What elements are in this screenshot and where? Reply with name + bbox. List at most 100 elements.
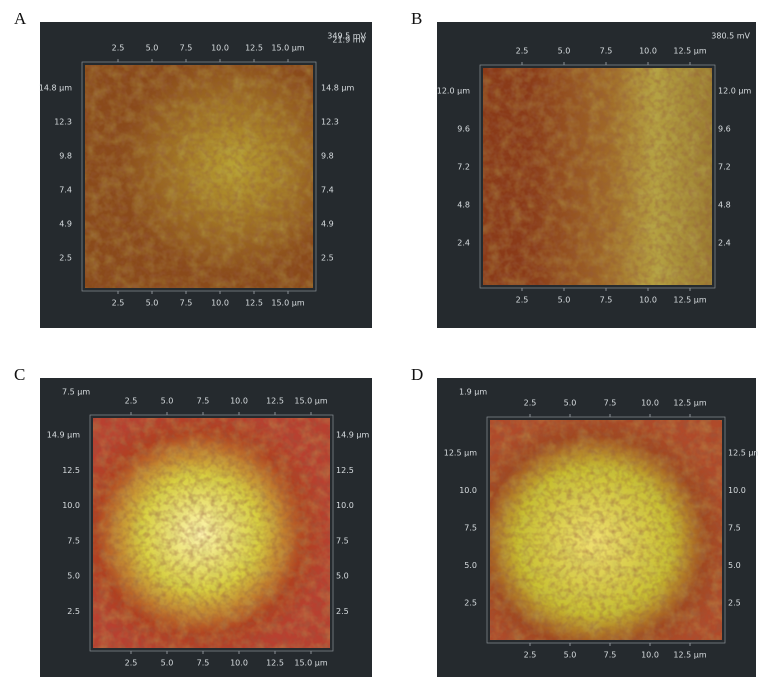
left-tick-label: 7.2	[457, 163, 470, 172]
bottom-tick-label: 5.0	[558, 296, 571, 305]
bottom-tick-label: 7.5	[600, 296, 613, 305]
left-tick-label: 2.5	[464, 599, 477, 608]
left-tick-label: 9.8	[59, 152, 72, 161]
panel-label: C	[14, 365, 25, 384]
right-tick-label: 5.0	[336, 572, 349, 581]
top-tick-label: 10.0	[211, 44, 229, 53]
right-tick-label: 4.8	[718, 201, 731, 210]
left-tick-label: 10.0	[62, 501, 80, 510]
top-tick-label: 15.0 µm	[271, 44, 304, 53]
left-tick-label: 5.0	[464, 561, 477, 570]
bottom-tick-label: 15.0 µm	[294, 659, 327, 668]
right-tick-label: 2.4	[718, 239, 731, 248]
right-tick-label: 7.4	[321, 186, 334, 195]
top-tick-label: 12.5 µm	[673, 399, 706, 408]
bottom-tick-label: 2.5	[125, 659, 138, 668]
top-tick-label: 12.5	[266, 397, 284, 406]
top-tick-label: 7.5	[180, 44, 193, 53]
right-tick-label: 10.0	[728, 486, 746, 495]
top-tick-label: 7.5	[197, 397, 210, 406]
left-tick-label: 12.3	[54, 118, 72, 127]
left-tick-label: 14.8 µm	[39, 84, 72, 93]
right-tick-label: 5.0	[728, 561, 741, 570]
corner-label: 380.5 mV	[711, 32, 750, 41]
afm-texture	[483, 68, 712, 285]
top-tick-label: 10.0	[639, 47, 657, 56]
panel-label: D	[411, 365, 423, 384]
bottom-tick-label: 5.0	[161, 659, 174, 668]
right-tick-label: 4.9	[321, 220, 334, 229]
bottom-tick-label: 10.0	[641, 651, 659, 660]
left-tick-label: 12.5 µm	[444, 449, 477, 458]
right-tick-label: 9.8	[321, 152, 334, 161]
top-tick-label: 5.0	[564, 399, 577, 408]
left-tick-label: 2.4	[457, 239, 470, 248]
left-tick-label: 7.5	[464, 524, 477, 533]
right-tick-label: 14.8 µm	[321, 84, 354, 93]
bottom-tick-label: 10.0	[639, 296, 657, 305]
left-tick-label: 4.8	[457, 201, 470, 210]
bottom-tick-label: 12.5 µm	[673, 651, 706, 660]
top-tick-label: 5.0	[161, 397, 174, 406]
left-tick-label: 7.5	[67, 536, 80, 545]
bottom-tick-label: 5.0	[146, 299, 159, 308]
right-tick-label: 12.3	[321, 118, 339, 127]
left-tick-label: 2.5	[67, 607, 80, 616]
top-tick-label: 2.5	[125, 397, 138, 406]
bottom-tick-label: 2.5	[112, 299, 125, 308]
left-tick-label: 7.4	[59, 186, 72, 195]
panel-label: B	[411, 9, 422, 28]
right-tick-label: 12.5 µm	[728, 449, 758, 458]
top-tick-label: 10.0	[641, 399, 659, 408]
top-tick-label: 12.5	[245, 44, 263, 53]
top-tick-label: 2.5	[524, 399, 537, 408]
top-tick-label: 10.0	[230, 397, 248, 406]
left-tick-label: 10.0	[459, 486, 477, 495]
bottom-tick-label: 5.0	[564, 651, 577, 660]
right-tick-label: 12.5	[336, 466, 354, 475]
corner-label: 7.5 µm	[62, 388, 90, 397]
bottom-tick-label: 15.0 µm	[271, 299, 304, 308]
bottom-tick-label: 12.5 µm	[673, 296, 706, 305]
right-tick-label: 10.0	[336, 501, 354, 510]
right-tick-label: 2.5	[321, 254, 334, 263]
left-tick-label: 5.0	[67, 572, 80, 581]
left-tick-label: 12.5	[62, 466, 80, 475]
top-tick-label: 5.0	[558, 47, 571, 56]
top-tick-label: 2.5	[112, 44, 125, 53]
top-tick-label: 12.5 µm	[673, 47, 706, 56]
left-tick-label: 14.9 µm	[47, 431, 80, 440]
bottom-tick-label: 7.5	[197, 659, 210, 668]
corner-label: 21.9 mV	[332, 36, 366, 45]
left-tick-label: 12.0 µm	[437, 87, 470, 96]
top-tick-label: 15.0 µm	[294, 397, 327, 406]
bottom-tick-label: 7.5	[604, 651, 617, 660]
top-tick-label: 7.5	[600, 47, 613, 56]
panel: C 7.5 µm 2.5 5.0 7.5 10.0 12.5 15.0 µm 2.5 5.0 7.5…	[14, 365, 372, 677]
bottom-tick-label: 10.0	[211, 299, 229, 308]
top-tick-label: 7.5	[604, 399, 617, 408]
right-tick-label: 7.2	[718, 163, 731, 172]
bottom-tick-label: 2.5	[524, 651, 537, 660]
right-tick-label: 7.5	[336, 536, 349, 545]
left-tick-label: 9.6	[457, 125, 470, 134]
bottom-tick-label: 12.5	[245, 299, 263, 308]
afm-texture	[490, 420, 722, 640]
right-tick-label: 14.9 µm	[336, 431, 369, 440]
left-tick-label: 4.9	[59, 220, 72, 229]
right-tick-label: 2.5	[728, 599, 741, 608]
panel-label: A	[14, 9, 27, 28]
figure: A349.5 mV21.9 mV2.55.07.510.012.515.0 µm…	[0, 0, 758, 679]
bottom-tick-label: 7.5	[180, 299, 193, 308]
left-tick-label: 2.5	[59, 254, 72, 263]
bottom-tick-label: 12.5	[266, 659, 284, 668]
bottom-tick-label: 10.0	[230, 659, 248, 668]
afm-texture	[85, 65, 313, 288]
right-tick-label: 2.5	[336, 607, 349, 616]
bottom-tick-label: 2.5	[516, 296, 529, 305]
right-tick-label: 7.5	[728, 524, 741, 533]
